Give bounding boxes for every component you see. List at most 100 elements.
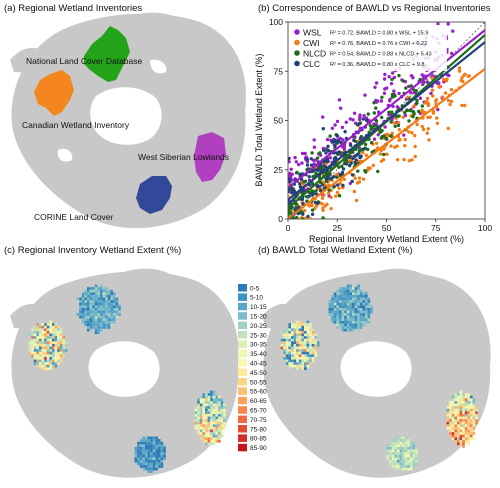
wetland-cell — [293, 338, 297, 342]
wetland-cell — [52, 344, 55, 347]
wetland-cell — [110, 318, 113, 321]
wetland-cell — [472, 427, 476, 430]
wetland-cell — [317, 344, 320, 347]
wetland-cell — [386, 457, 390, 460]
wetland-cell — [152, 441, 156, 445]
scatter-point-cwi — [337, 186, 341, 190]
wetland-cell — [410, 441, 413, 445]
scatter-point-cwi — [288, 194, 290, 198]
wetland-cell — [94, 289, 98, 293]
wetland-cell — [199, 419, 203, 422]
wetland-cell — [207, 434, 211, 438]
wetland-cell — [454, 419, 457, 422]
scatter-point-clc — [338, 173, 343, 177]
wetland-cell — [52, 333, 55, 337]
scatter-point-cwi — [397, 138, 401, 142]
wetland-cell — [152, 436, 156, 440]
scatter-point-nlcd — [405, 108, 409, 112]
scatter-point-clc — [358, 136, 363, 140]
wetland-cell — [296, 333, 299, 337]
wetland-cell — [397, 457, 400, 460]
scatter-point-clc — [307, 175, 311, 179]
scatter-point-clc — [334, 140, 338, 144]
wetland-cell — [365, 300, 368, 303]
wetland-cell — [457, 421, 460, 425]
scatter-point-cwi — [457, 66, 462, 70]
wetland-cell — [354, 321, 358, 324]
wetland-cell — [46, 344, 50, 347]
wetland-cell — [314, 344, 317, 347]
wetland-cell — [293, 349, 297, 352]
wetland-cell — [142, 441, 145, 445]
wetland-cell — [49, 349, 52, 352]
wetland-cell — [309, 336, 312, 339]
legend-class-label: 85-90 — [250, 445, 267, 452]
wetland-cell — [352, 300, 355, 303]
wetland-cell — [39, 333, 42, 337]
scatter-point-clc — [315, 184, 319, 188]
scatter-point-wsl — [344, 120, 348, 125]
wetland-cell — [365, 315, 368, 319]
wetland-cell — [212, 421, 216, 425]
wetland-cell — [44, 362, 47, 365]
wetland-cell — [293, 333, 297, 337]
wetland-cell — [449, 424, 452, 427]
wetland-cell — [33, 362, 37, 365]
wetland-cell — [459, 398, 463, 401]
wetland-cell — [115, 315, 119, 319]
wetland-cell — [97, 300, 100, 303]
scatter-point-nlcd — [390, 110, 394, 114]
wetland-cell — [89, 328, 93, 332]
wetland-cell — [446, 406, 450, 409]
legend-class-label: 10-15 — [250, 304, 267, 311]
wetland-cell — [341, 295, 345, 298]
wetland-cell — [328, 310, 332, 314]
wetland-cell — [49, 341, 52, 344]
wetland-cell — [59, 359, 63, 363]
wetland-cell — [46, 364, 50, 368]
wetland-cell — [288, 328, 291, 331]
scatter-point-cwi — [378, 152, 383, 156]
wetland-cell — [84, 292, 87, 295]
wetland-cell — [394, 457, 397, 460]
wetland-cell — [92, 289, 95, 293]
wetland-cell — [147, 454, 151, 458]
wetland-cell — [139, 465, 143, 468]
wetland-cell — [397, 444, 400, 447]
wetland-cell — [94, 295, 98, 298]
legend-series-name: CWI — [303, 38, 320, 48]
scatter-point-wsl — [362, 114, 366, 118]
wetland-cell — [304, 346, 307, 350]
wetland-cell — [472, 411, 476, 414]
wetland-cell — [389, 457, 392, 460]
wetland-cell — [36, 325, 39, 329]
wetland-cell — [333, 302, 337, 306]
wetland-cell — [397, 467, 400, 471]
scatter-point-wsl — [325, 137, 330, 142]
wetland-cell — [89, 305, 93, 308]
scatter-point-cwi — [410, 131, 414, 135]
scatter-point-nlcd — [408, 109, 413, 113]
wetland-cell — [449, 421, 452, 425]
wetland-cell — [291, 364, 294, 368]
scatter-point-wsl — [436, 22, 440, 26]
wetland-cell — [92, 323, 95, 327]
wetland-cell — [113, 315, 116, 319]
wetland-cell — [205, 403, 208, 407]
wetland-cell — [210, 429, 213, 433]
wetland-cell — [386, 454, 390, 458]
wetland-cell — [81, 292, 85, 295]
wetland-cell — [46, 354, 50, 357]
wetland-cell — [311, 354, 315, 357]
wetland-cell — [155, 447, 158, 450]
wetland-cell — [87, 289, 90, 293]
wetland-cell — [404, 436, 408, 440]
wetland-cell — [202, 429, 205, 433]
wetland-cell — [309, 323, 312, 326]
wetland-cell — [62, 344, 65, 347]
scatter-point-cwi — [321, 206, 325, 210]
scatter-point-clc — [350, 173, 355, 177]
wetland-cell — [39, 357, 42, 360]
wetland-cell — [339, 308, 342, 311]
wetland-cell — [92, 305, 95, 308]
